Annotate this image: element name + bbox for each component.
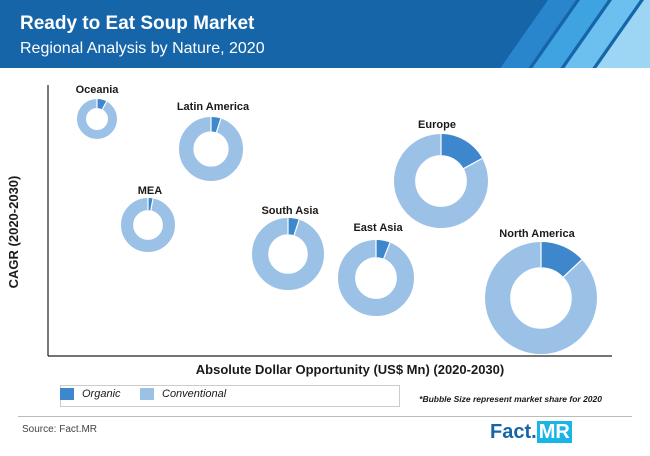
bubble-label-oceania: Oceania: [76, 84, 120, 96]
legend-swatch-conventional: [140, 388, 154, 400]
bubble-label-mea: MEA: [138, 185, 163, 197]
bubble-east-asia-separator: [383, 242, 391, 259]
y-axis-label: CAGR (2020-2030): [6, 175, 21, 289]
legend-item-organic: Organic: [60, 388, 121, 400]
bubble-oceania-separator: [101, 101, 108, 110]
header-banner: Ready to Eat Soup Market Regional Analys…: [0, 0, 650, 68]
factmr-logo: Fact. MR: [490, 421, 630, 443]
bubbles-group: Oceania Latin America MEA South Asia East As…: [76, 84, 598, 355]
legend-item-conventional: Conventional: [140, 388, 226, 400]
bubble-south-asia-separator: [293, 219, 300, 236]
bubble-label-east-asia: East Asia: [353, 222, 403, 234]
bubble-east-asia-conventional: [337, 240, 414, 317]
bubble-label-north-america: North America: [499, 228, 575, 240]
logo-text-mr: MR: [536, 421, 572, 443]
legend-swatch-organic: [60, 388, 74, 400]
bubble-label-europe: Europe: [418, 119, 456, 131]
legend-label-organic: Organic: [82, 388, 121, 400]
bubble-mea-conventional: [120, 197, 175, 252]
chart-subtitle: Regional Analysis by Nature, 2020: [20, 40, 265, 57]
bubble-latin-america-conventional: [178, 116, 243, 181]
bubble-label-latin-america: Latin America: [177, 101, 250, 113]
chart-title: Ready to Eat Soup Market: [20, 13, 255, 34]
bubble-north-america-separator: [563, 259, 583, 278]
legend-label-conventional: Conventional: [162, 388, 227, 400]
footer-divider: [18, 416, 632, 417]
bubble-south-asia-conventional: [252, 218, 325, 291]
source-text: Source: Fact.MR: [22, 424, 98, 435]
x-axis-label: Absolute Dollar Opportunity (US$ Mn) (20…: [195, 362, 505, 377]
bubble-mea-separator: [150, 198, 154, 211]
bubble-europe-separator: [463, 157, 483, 170]
bubble-oceania-conventional: [77, 99, 117, 139]
logo-text-fact: Fact.: [490, 421, 537, 443]
bubble-latin-america-separator: [215, 118, 222, 133]
bubble-size-note: *Bubble Size represent market share for …: [419, 394, 602, 404]
bubble-label-south-asia: South Asia: [261, 205, 319, 217]
